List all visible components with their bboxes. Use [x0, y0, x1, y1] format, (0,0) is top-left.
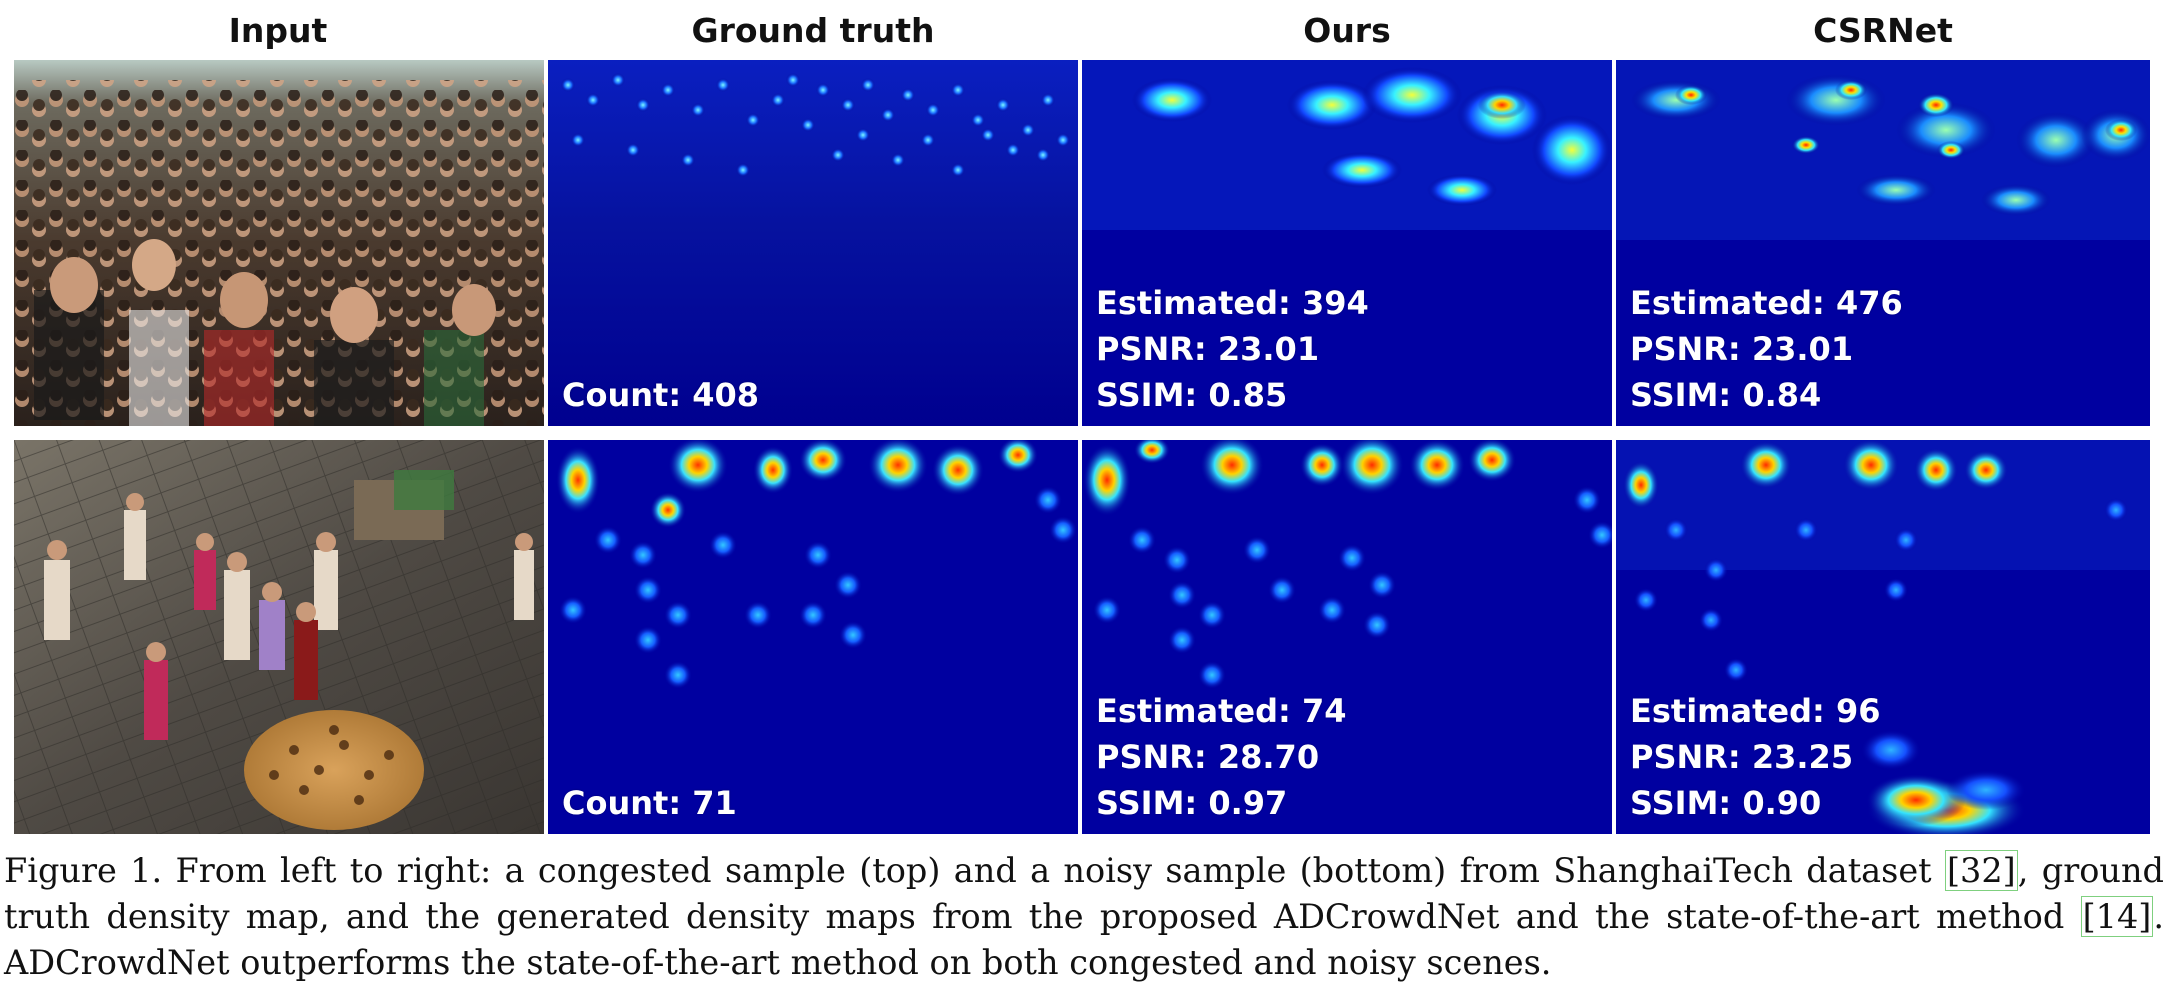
- csrnet-density-map-row1: Estimated: 476 PSNR: 23.01 SSIM: 0.84: [1616, 60, 2150, 426]
- column-header-ground-truth: Ground truth: [691, 11, 935, 50]
- psnr-text: PSNR: 23.01: [1096, 330, 1320, 368]
- density-map: [1082, 440, 1612, 834]
- psnr-text: PSNR: 23.01: [1630, 330, 1854, 368]
- density-map: [1616, 440, 2150, 834]
- ground-truth-density-map-row2: Count: 71: [548, 440, 1078, 834]
- ground-truth-density-map-row1: Count: 408: [548, 60, 1078, 426]
- column-header-ours: Ours: [1303, 11, 1391, 50]
- estimated-text: Estimated: 476: [1630, 284, 1903, 322]
- estimated-text: Estimated: 96: [1630, 692, 1881, 730]
- psnr-text: PSNR: 28.70: [1096, 738, 1320, 776]
- input-image-congested-crowd: [14, 60, 544, 426]
- input-image-noisy-street: [14, 440, 544, 834]
- density-map: [1082, 60, 1612, 426]
- street-photo: [14, 440, 544, 834]
- ssim-text: SSIM: 0.90: [1630, 784, 1822, 822]
- ground-truth-count-row2: Count: 71: [562, 780, 737, 826]
- ours-density-map-row2: Estimated: 74 PSNR: 28.70 SSIM: 0.97: [1082, 440, 1612, 834]
- csrnet-density-map-row2: Estimated: 96 PSNR: 23.25 SSIM: 0.90: [1616, 440, 2150, 834]
- caption-text-part3: . ADCrowdNet outperforms the state-of-th…: [4, 897, 2164, 982]
- citation-link-14[interactable]: [14]: [2080, 896, 2154, 937]
- column-header-csrnet: CSRNet: [1813, 11, 1953, 50]
- count-text: Count: 408: [562, 376, 760, 414]
- csrnet-metrics-row2: Estimated: 96 PSNR: 23.25 SSIM: 0.90: [1630, 688, 1880, 826]
- citation-link-32[interactable]: [32]: [1944, 850, 2018, 891]
- psnr-text: PSNR: 23.25: [1630, 738, 1854, 776]
- ours-metrics-row2: Estimated: 74 PSNR: 28.70 SSIM: 0.97: [1096, 688, 1346, 826]
- ssim-text: SSIM: 0.85: [1096, 376, 1288, 414]
- caption-text-part2: , ground truth density map, and the gene…: [4, 851, 2164, 936]
- ssim-text: SSIM: 0.97: [1096, 784, 1288, 822]
- estimated-text: Estimated: 74: [1096, 692, 1347, 730]
- count-text: Count: 71: [562, 784, 737, 822]
- figure-caption: Figure 1. From left to right: a congeste…: [4, 848, 2164, 986]
- csrnet-metrics-row1: Estimated: 476 PSNR: 23.01 SSIM: 0.84: [1630, 280, 1903, 418]
- column-header-input: Input: [228, 11, 328, 50]
- estimated-text: Estimated: 394: [1096, 284, 1369, 322]
- ground-truth-count-row1: Count: 408: [562, 372, 759, 418]
- ssim-text: SSIM: 0.84: [1630, 376, 1822, 414]
- ours-metrics-row1: Estimated: 394 PSNR: 23.01 SSIM: 0.85: [1096, 280, 1369, 418]
- density-map: [548, 60, 1078, 426]
- ours-density-map-row1: Estimated: 394 PSNR: 23.01 SSIM: 0.85: [1082, 60, 1612, 426]
- caption-text-part1: Figure 1. From left to right: a congeste…: [4, 851, 1945, 890]
- crowd-photo: [14, 60, 544, 426]
- density-map: [548, 440, 1078, 834]
- density-map: [1616, 60, 2150, 426]
